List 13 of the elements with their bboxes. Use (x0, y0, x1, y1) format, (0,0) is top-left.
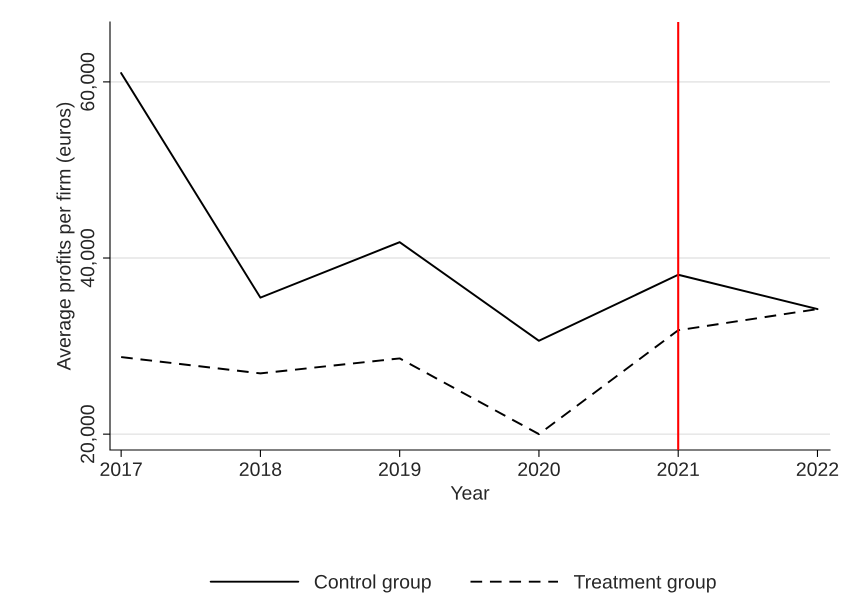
x-tick-label: 2019 (379, 462, 420, 476)
x-tick-label: 2017 (100, 462, 142, 476)
y-tick-label: 20,000 (80, 405, 97, 463)
y-tick-label: 60,000 (80, 52, 97, 111)
y-axis-title: Average profits per firm (euros) (56, 102, 75, 370)
x-tick-label: 2022 (796, 462, 838, 476)
legend-label: Treatment group (574, 575, 716, 592)
x-tick-label: 2018 (240, 462, 282, 476)
x-axis-title: Year (450, 486, 490, 500)
legend-label: Control group (314, 574, 431, 592)
x-tick-label: 2021 (658, 462, 699, 476)
x-tick-label: 2020 (518, 462, 560, 476)
y-tick-label: 40,000 (80, 229, 97, 288)
